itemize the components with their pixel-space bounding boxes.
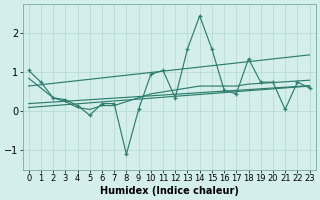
- X-axis label: Humidex (Indice chaleur): Humidex (Indice chaleur): [100, 186, 239, 196]
